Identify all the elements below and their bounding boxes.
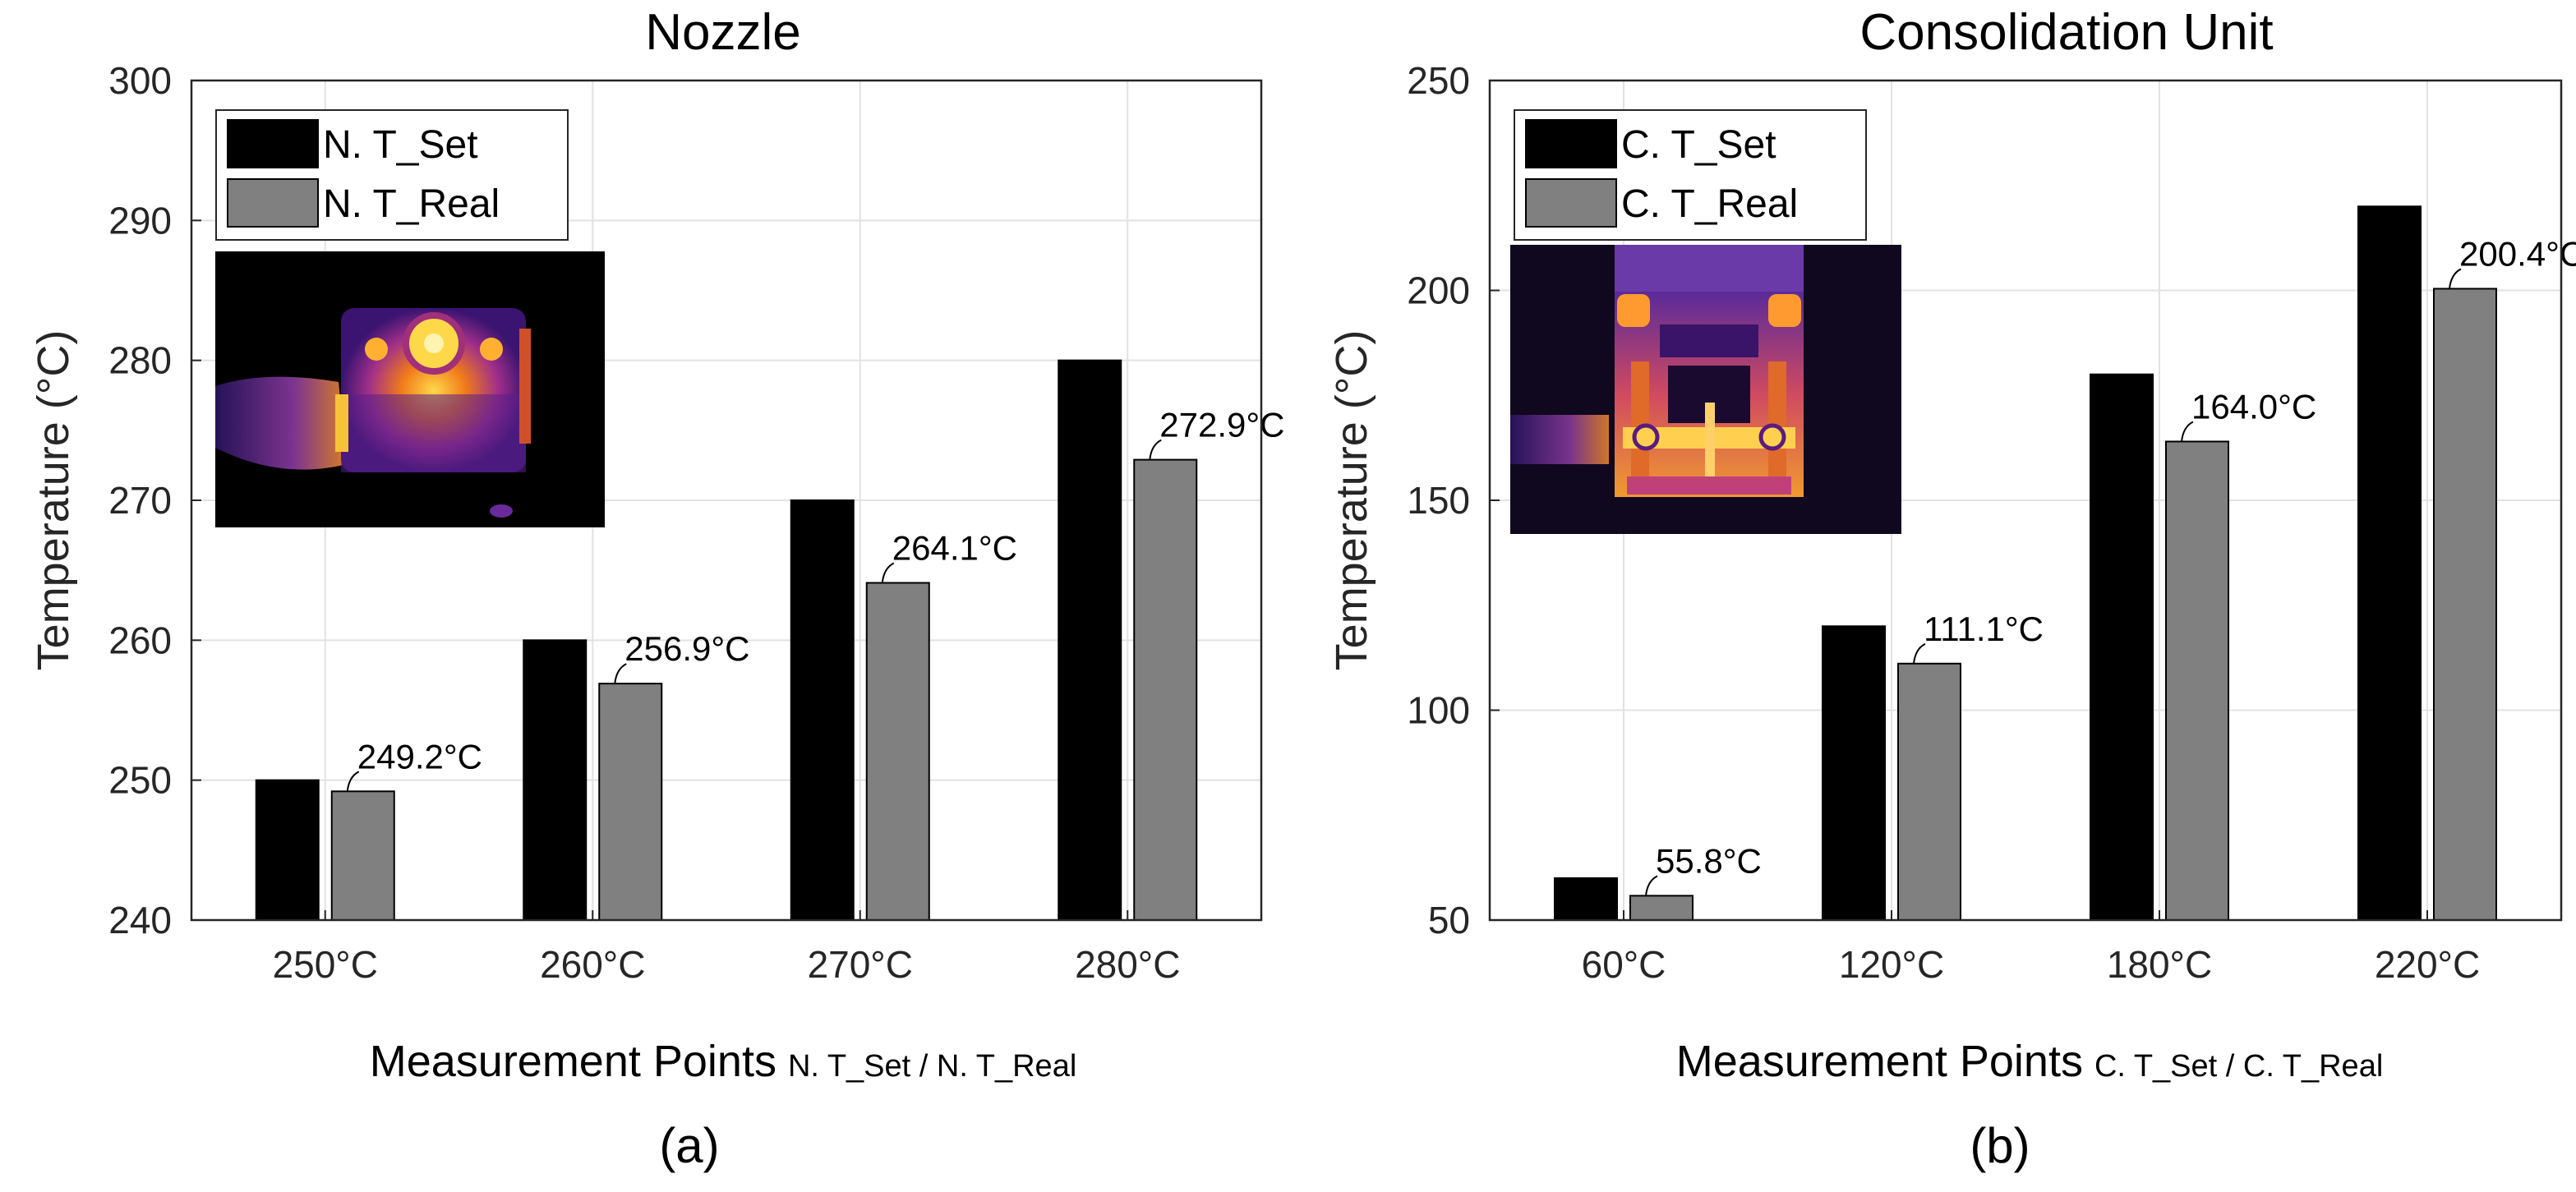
y-tick-label: 200 <box>1407 269 1470 312</box>
legend-swatch <box>227 178 319 228</box>
x-axis-label: Measurement Points N. T_Set / N. T_Real <box>370 1037 1077 1086</box>
x-axis-label: Measurement Points C. T_Set / C. T_Real <box>1676 1037 2384 1086</box>
annotation-leader <box>1149 439 1162 460</box>
bar-real <box>2165 440 2229 921</box>
legend-swatch <box>1525 119 1617 168</box>
chart-title: Consolidation Unit <box>1859 4 2273 61</box>
bar-set <box>1554 877 1618 922</box>
y-tick-label: 290 <box>108 199 172 242</box>
bar-real <box>330 790 395 921</box>
legend-label: N. T_Set <box>323 123 478 167</box>
annotation-label: 264.1°C <box>892 528 1017 567</box>
legend-label: N. T_Real <box>323 182 500 226</box>
axes-frame <box>190 79 1263 922</box>
bar-real <box>865 582 930 921</box>
x-tick-label: 260°C <box>540 943 645 986</box>
legend-swatch <box>227 119 319 168</box>
annotation-label: 249.2°C <box>357 737 482 775</box>
thermal-inset-consolidation-unit <box>1510 245 1901 534</box>
x-axis-label-sub: N. T_Set / N. T_Real <box>788 1049 1076 1084</box>
annotation-label: 55.8°C <box>1656 841 1762 880</box>
annotation-label: 164.0°C <box>2191 387 2316 426</box>
annotation-label: 111.1°C <box>1924 610 2044 648</box>
bar-real <box>1897 662 1961 921</box>
bar-set <box>255 779 320 922</box>
bar-real <box>2433 288 2497 921</box>
legend-label: C. T_Real <box>1621 182 1798 226</box>
bar-real <box>598 683 663 921</box>
y-axis-label: Temperature (°C) <box>1327 330 1376 671</box>
bar-set <box>790 499 855 921</box>
x-axis-label-main: Measurement Points <box>1676 1037 2083 1086</box>
y-tick-label: 250 <box>1407 59 1470 102</box>
y-tick-label: 280 <box>108 339 172 382</box>
x-tick-label: 280°C <box>1075 943 1180 986</box>
x-tick-label: 220°C <box>2375 943 2480 986</box>
x-tick-label: 60°C <box>1582 943 1666 986</box>
x-tick-label: 270°C <box>808 943 913 986</box>
axes-frame <box>1488 79 2563 922</box>
legend-label: C. T_Set <box>1621 123 1776 167</box>
annotation-leader <box>1913 642 1926 664</box>
x-tick-label: 120°C <box>1839 943 1944 986</box>
y-tick-label: 250 <box>108 759 172 802</box>
chart-panel-b: 50 100 150 200 250 60°C 55.8°C 120°C 111.1°C 180°… <box>1327 4 2576 1173</box>
annotation-label: 256.9°C <box>624 629 749 668</box>
annotation-leader <box>614 663 627 684</box>
thermal-inset-nozzle <box>215 251 605 527</box>
y-tick-label: 300 <box>108 59 172 102</box>
annotation-leader <box>2181 421 2194 442</box>
y-tick-label: 100 <box>1407 689 1470 732</box>
annotation-leader <box>881 562 895 583</box>
bar-set <box>2090 373 2154 921</box>
chart-title: Nozzle <box>645 4 801 61</box>
annotation-leader <box>2449 268 2462 289</box>
bar-real <box>1629 895 1694 922</box>
bar-set <box>1058 359 1122 921</box>
x-tick-label: 180°C <box>2107 943 2212 986</box>
y-axis-label: Temperature (°C) <box>29 330 78 671</box>
legend-swatch <box>1525 178 1617 228</box>
x-axis-label-main: Measurement Points <box>370 1037 776 1086</box>
bar-set <box>1822 625 1886 921</box>
annotation-label: 272.9°C <box>1159 406 1284 444</box>
y-tick-label: 260 <box>108 619 172 661</box>
annotation-label: 200.4°C <box>2459 234 2576 273</box>
y-tick-label: 50 <box>1428 899 1470 941</box>
chart-panel-a: 240 250 260 270 280 290 300 250°C 249.2°C 260°C 25… <box>29 4 1284 1173</box>
bar-set <box>523 639 588 921</box>
bar-set <box>2357 205 2422 922</box>
legend: C. T_Set C. T_Real <box>1514 109 1867 241</box>
bar-real <box>1133 458 1198 921</box>
annotation-leader <box>1645 875 1658 896</box>
panel-label: (b) <box>1970 1118 2030 1173</box>
legend: N. T_Set N. T_Real <box>215 109 569 241</box>
x-tick-label: 250°C <box>273 943 378 986</box>
y-tick-label: 240 <box>108 899 172 941</box>
panel-label: (a) <box>659 1118 719 1173</box>
y-tick-label: 150 <box>1407 479 1470 522</box>
annotation-leader <box>346 771 360 792</box>
y-tick-label: 270 <box>108 479 172 522</box>
x-axis-label-sub: C. T_Set / C. T_Real <box>2094 1049 2383 1084</box>
